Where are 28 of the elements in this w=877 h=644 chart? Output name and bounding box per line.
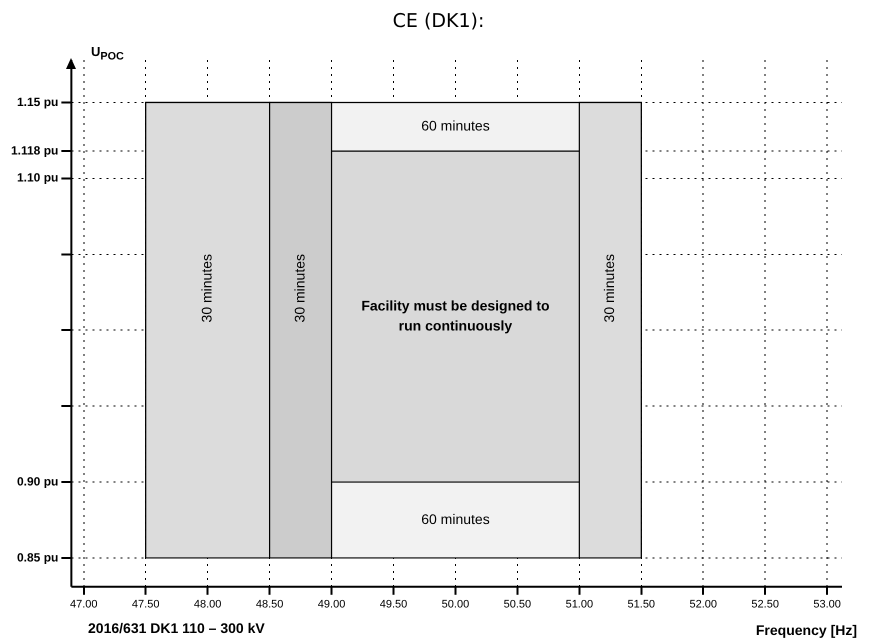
y-tick-label: 1.15 pu bbox=[17, 94, 58, 109]
y-axis-title: U$_{POC}$ bbox=[91, 44, 124, 63]
band-label: 60 minutes bbox=[421, 510, 490, 527]
y-tick-label: 0.85 pu bbox=[17, 550, 58, 564]
y-tick-label: 1.10 pu bbox=[17, 170, 58, 185]
x-tick-label: 48.00 bbox=[194, 598, 222, 610]
x-tick-label: 52.00 bbox=[689, 598, 717, 610]
x-axis-title: Frequency [Hz] bbox=[756, 622, 857, 638]
band-label: Facility must be designed to run continuously bbox=[361, 297, 550, 334]
band-label: 60 minutes bbox=[421, 118, 490, 134]
x-tick-label: 47.50 bbox=[132, 598, 160, 610]
x-tick-label: 50.50 bbox=[504, 598, 532, 610]
y-tick-label: 1.118 pu bbox=[10, 143, 58, 158]
y-tick-label: 0.90 pu bbox=[17, 474, 58, 488]
x-tick-label: 51.50 bbox=[628, 598, 656, 610]
band-label: 30 minutes bbox=[291, 254, 308, 322]
x-tick-label: 50.00 bbox=[442, 598, 470, 610]
x-tick-label: 53.00 bbox=[813, 598, 841, 610]
text: 2016/631 DK1 110 – 300 kV bbox=[88, 620, 265, 636]
x-tick-label: 47.00 bbox=[70, 598, 98, 610]
x-tick-label: 52.50 bbox=[751, 598, 779, 610]
x-tick-label: 51.00 bbox=[566, 598, 594, 610]
x-tick-label: 48.50 bbox=[256, 598, 284, 610]
band-label: 30 minutes bbox=[601, 254, 618, 322]
x-tick-label: 49.00 bbox=[318, 598, 346, 610]
chart-title: CE (DK1): bbox=[392, 10, 486, 32]
band-label: 30 minutes bbox=[198, 254, 215, 322]
x-tick-label: 49.50 bbox=[380, 598, 408, 610]
